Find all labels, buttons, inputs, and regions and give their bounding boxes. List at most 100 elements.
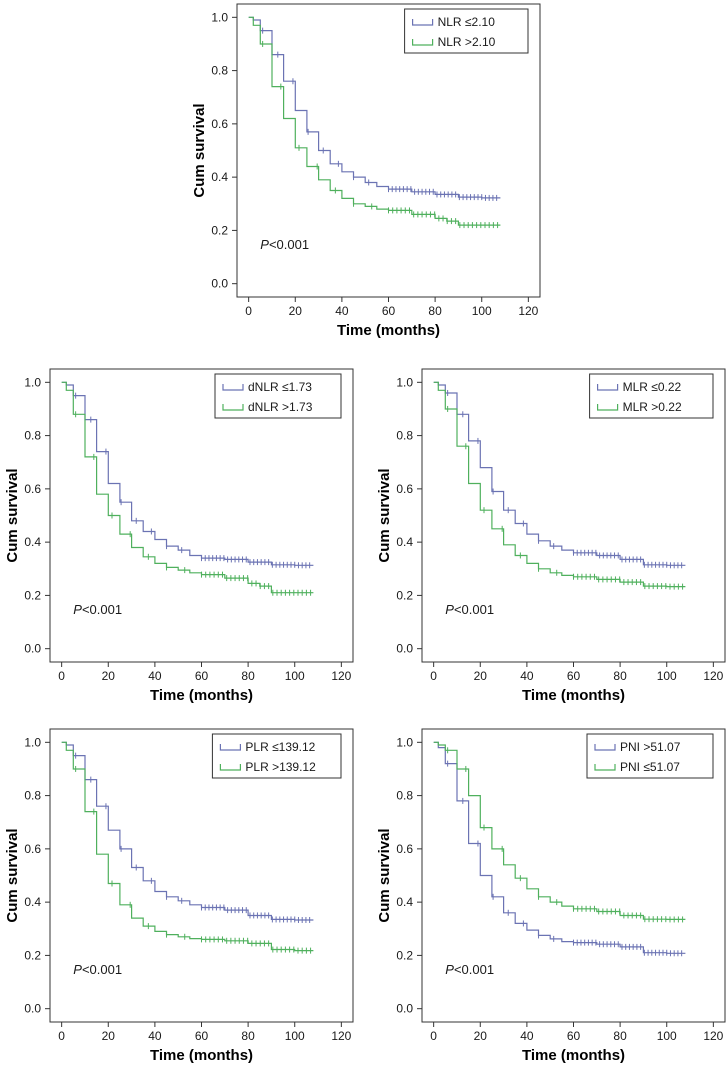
nlr-legend-swatch-1 xyxy=(412,19,434,26)
dnlr-series-2-line xyxy=(61,381,314,594)
mlr-legend-swatch-2 xyxy=(597,404,619,411)
pni-x-tick-label: 40 xyxy=(520,1029,534,1043)
chart-nlr: 0 20 40 60 80 100 120 0.0 0.2 0.4 0.6 0.8 1.0 Time (m… xyxy=(187,0,547,340)
mlr-series-2-censor-marks xyxy=(447,405,684,590)
mlr-x-tick-label: 0 xyxy=(430,669,437,683)
dnlr-y-tick-label: 0.0 xyxy=(24,642,41,656)
dnlr-x-tick-label: 60 xyxy=(195,669,209,683)
nlr-series-2-line xyxy=(248,16,501,226)
dnlr-p-value: P<0.001 xyxy=(73,602,122,617)
pni-legend xyxy=(586,733,714,779)
dnlr-y-tick-label: 0.6 xyxy=(24,482,41,496)
dnlr-legend-label-1: dNLR ≤1.73 xyxy=(248,380,312,394)
chart-dnlr: 0 20 40 60 80 100 120 0.0 0.2 0.4 0.6 0.8 1.0 Time (m… xyxy=(0,360,360,705)
mlr-x-tick-label: 80 xyxy=(613,669,627,683)
nlr-series-1-censor-marks xyxy=(262,27,498,201)
mlr-x-tick-label: 100 xyxy=(657,669,677,683)
dnlr-x-tick-label: 100 xyxy=(285,669,305,683)
plr-x-tick-label: 20 xyxy=(102,1029,116,1043)
pni-series-1-line xyxy=(433,741,686,954)
plr-x-tick-label: 40 xyxy=(148,1029,162,1043)
plr-series-1-censor-marks xyxy=(75,752,311,923)
nlr-y-tick-label: 0.8 xyxy=(211,64,228,78)
mlr-y-tick-label: 0.2 xyxy=(396,588,413,602)
mlr-series-1-censor-marks xyxy=(447,389,683,569)
plr-x-tick-label: 120 xyxy=(331,1029,351,1043)
pni-x-tick-label: 20 xyxy=(474,1029,488,1043)
mlr-x-axis-title: Time (months) xyxy=(522,687,625,704)
plr-y-tick-label: 0.4 xyxy=(24,895,41,909)
plr-y-axis-title: Cum survival xyxy=(4,828,21,922)
plr-x-tick-label: 100 xyxy=(285,1029,305,1043)
chart-nlr-svg: 0 20 40 60 80 100 120 0.0 0.2 0.4 0.6 0.8 1.0 Time (m… xyxy=(191,3,541,339)
pni-x-tick-label: 60 xyxy=(567,1029,581,1043)
chart-mlr: 0 20 40 60 80 100 120 0.0 0.2 0.4 0.6 0.8 1.0 Time (m… xyxy=(372,360,728,705)
dnlr-x-axis-title: Time (months) xyxy=(150,687,253,704)
nlr-x-tick-label: 60 xyxy=(382,304,396,318)
dnlr-x-tick-label: 80 xyxy=(241,669,255,683)
plr-x-tick-label: 60 xyxy=(195,1029,209,1043)
nlr-y-axis-title: Cum survival xyxy=(191,103,208,197)
pni-y-tick-label: 1.0 xyxy=(396,735,413,749)
pni-y-tick-label: 0.4 xyxy=(396,895,413,909)
plr-legend xyxy=(211,733,342,779)
mlr-legend-swatch-1 xyxy=(597,384,619,391)
mlr-legend-label-1: MLR ≤0.22 xyxy=(623,380,682,394)
mlr-y-axis-title: Cum survival xyxy=(376,468,393,562)
dnlr-x-tick-label: 0 xyxy=(58,669,65,683)
nlr-legend xyxy=(404,8,529,54)
dnlr-y-tick-label: 0.4 xyxy=(24,535,41,549)
plr-legend-label-2: PLR >139.12 xyxy=(245,760,316,774)
mlr-y-tick-label: 0.8 xyxy=(396,429,413,443)
nlr-y-tick-label: 0.2 xyxy=(211,223,228,237)
chart-plr-svg: 0 20 40 60 80 100 120 0.0 0.2 0.4 0.6 0.8 1.0 Time (m… xyxy=(4,728,354,1064)
pni-x-tick-label: 100 xyxy=(657,1029,677,1043)
chart-dnlr-svg: 0 20 40 60 80 100 120 0.0 0.2 0.4 0.6 0.8 1.0 Time (m… xyxy=(4,368,354,704)
nlr-x-tick-label: 100 xyxy=(472,304,492,318)
dnlr-x-tick-label: 120 xyxy=(331,669,351,683)
mlr-x-tick-label: 40 xyxy=(520,669,534,683)
plr-y-tick-label: 1.0 xyxy=(24,735,41,749)
plr-y-tick-label: 0.6 xyxy=(24,842,41,856)
nlr-p-value: P<0.001 xyxy=(260,237,309,252)
nlr-legend-swatch-2 xyxy=(412,39,434,46)
dnlr-y-tick-label: 0.8 xyxy=(24,429,41,443)
pni-legend-label-2: PNI ≤51.07 xyxy=(620,760,680,774)
mlr-p-value: P<0.001 xyxy=(445,602,494,617)
dnlr-legend-swatch-2 xyxy=(222,404,244,411)
pni-y-tick-label: 0.2 xyxy=(396,948,413,962)
pni-x-tick-label: 120 xyxy=(703,1029,723,1043)
plr-x-tick-label: 0 xyxy=(58,1029,65,1043)
nlr-legend-label-1: NLR ≤2.10 xyxy=(438,15,496,29)
mlr-x-tick-label: 20 xyxy=(474,669,488,683)
chart-pni-svg: 0 20 40 60 80 100 120 0.0 0.2 0.4 0.6 0.8 1.0 Time (m… xyxy=(376,728,726,1064)
pni-y-axis-title: Cum survival xyxy=(376,828,393,922)
mlr-y-tick-label: 0.0 xyxy=(396,642,413,656)
dnlr-series-1-censor-marks xyxy=(75,392,311,569)
nlr-series-2-censor-marks xyxy=(262,40,499,229)
dnlr-legend xyxy=(214,373,342,419)
plr-legend-swatch-1 xyxy=(219,744,241,751)
nlr-y-tick-label: 0.6 xyxy=(211,117,228,131)
dnlr-y-tick-label: 1.0 xyxy=(24,375,41,389)
chart-mlr-svg: 0 20 40 60 80 100 120 0.0 0.2 0.4 0.6 0.8 1.0 Time (m… xyxy=(376,368,726,704)
pni-x-tick-label: 80 xyxy=(613,1029,627,1043)
pni-y-tick-label: 0.6 xyxy=(396,842,413,856)
nlr-x-tick-label: 20 xyxy=(289,304,303,318)
nlr-x-axis-title: Time (months) xyxy=(337,322,440,339)
dnlr-legend-swatch-1 xyxy=(222,384,244,391)
pni-x-axis-title: Time (months) xyxy=(522,1047,625,1064)
nlr-x-tick-label: 120 xyxy=(518,304,538,318)
mlr-y-tick-label: 1.0 xyxy=(396,375,413,389)
pni-series-1-censor-marks xyxy=(447,760,683,957)
nlr-y-tick-label: 0.4 xyxy=(211,170,228,184)
nlr-y-tick-label: 0.0 xyxy=(211,277,228,291)
dnlr-series-2-censor-marks xyxy=(75,411,312,596)
plr-y-tick-label: 0.2 xyxy=(24,948,41,962)
chart-pni: 0 20 40 60 80 100 120 0.0 0.2 0.4 0.6 0.8 1.0 Time (m… xyxy=(372,720,728,1065)
mlr-legend xyxy=(589,373,714,419)
dnlr-y-axis-title: Cum survival xyxy=(4,468,21,562)
pni-x-tick-label: 0 xyxy=(430,1029,437,1043)
plr-y-tick-label: 0.0 xyxy=(24,1002,41,1016)
pni-legend-swatch-1 xyxy=(594,744,616,751)
